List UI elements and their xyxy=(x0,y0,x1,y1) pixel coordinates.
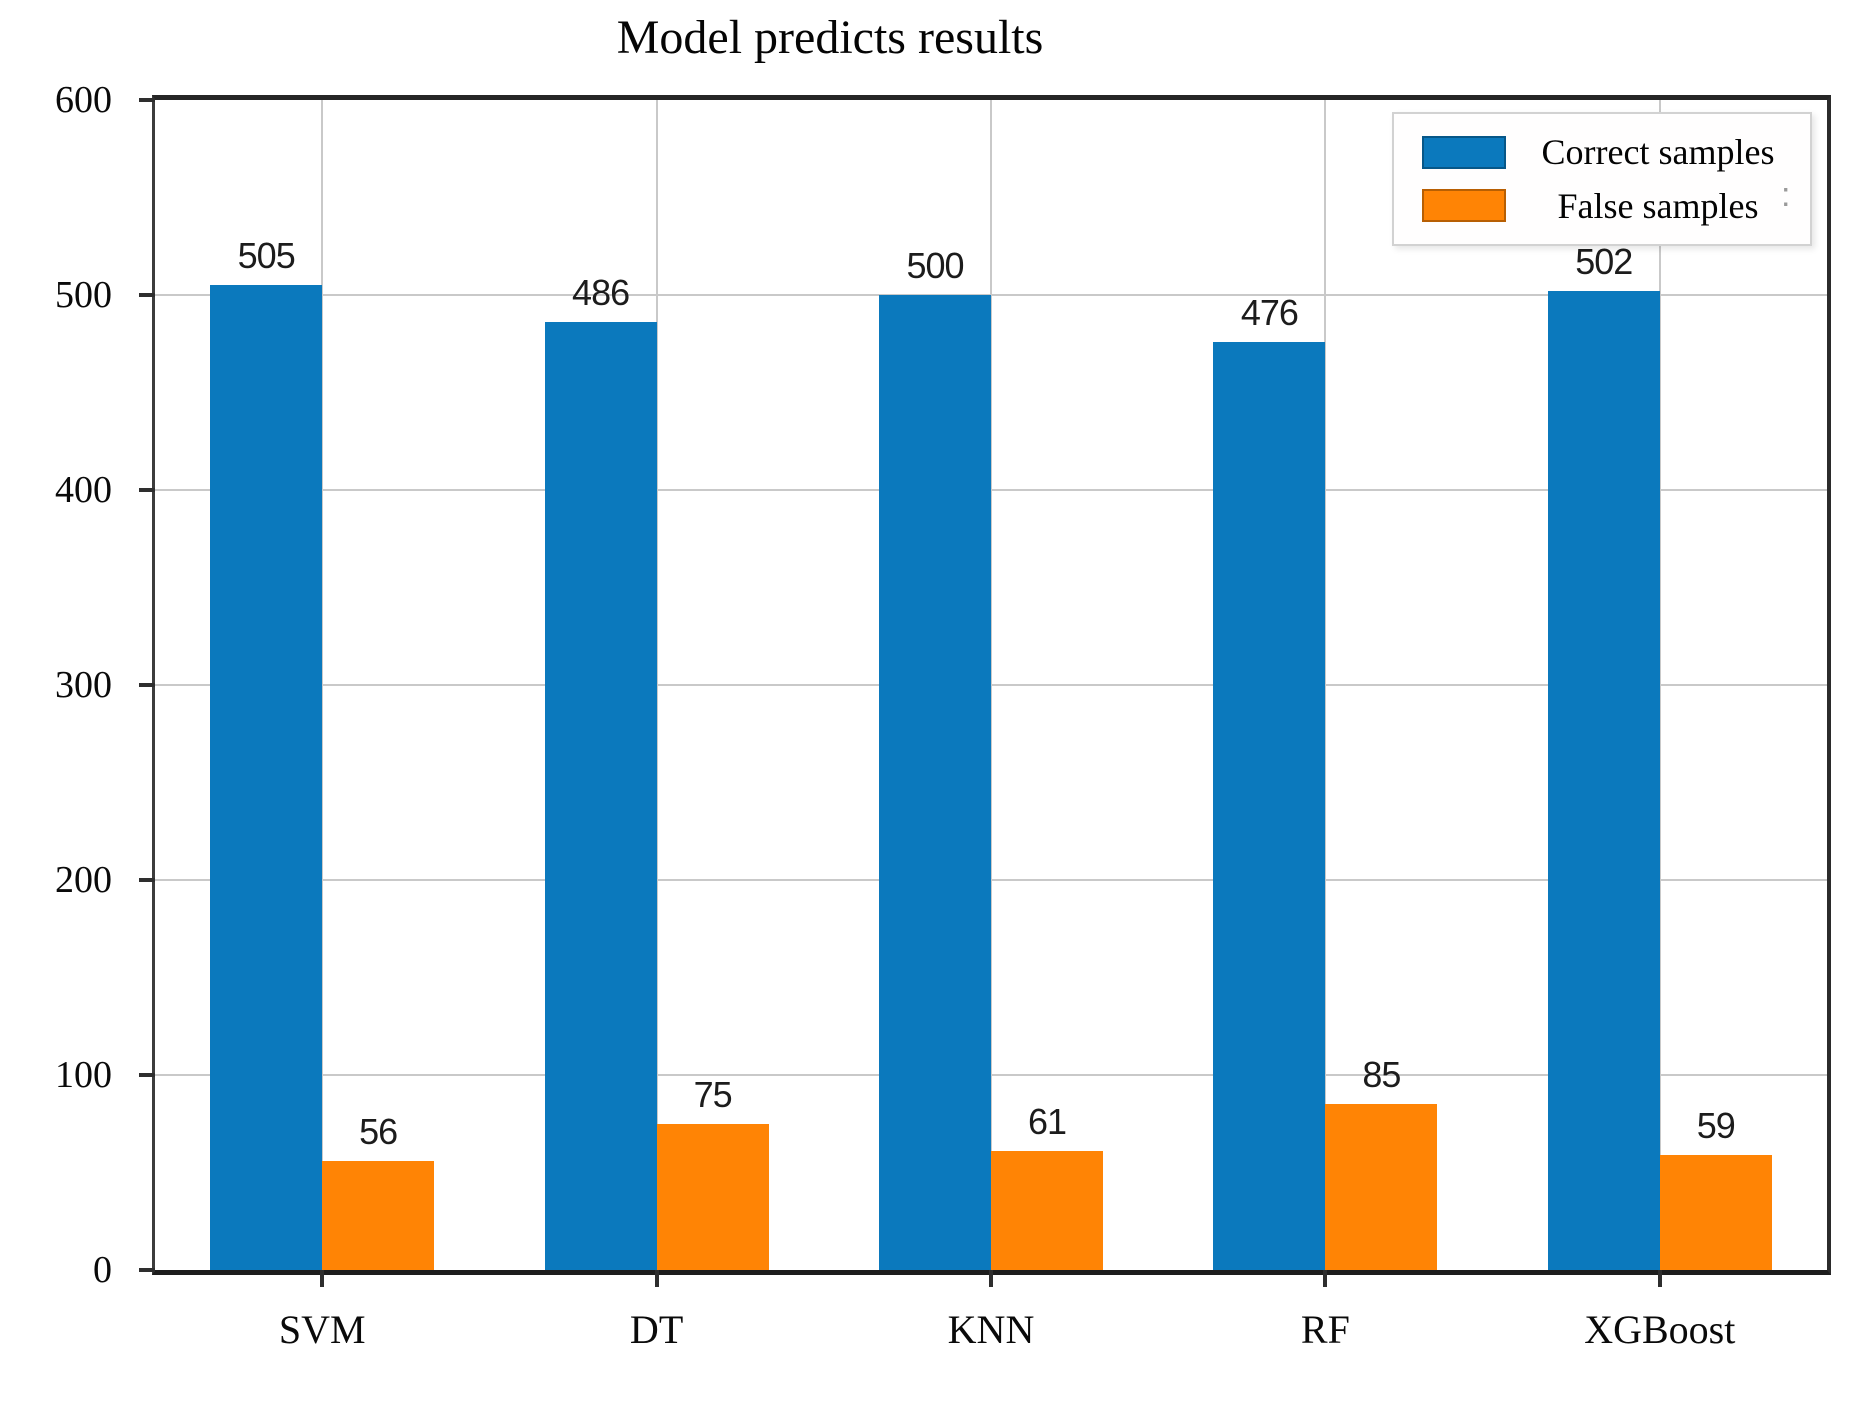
bar-correct-rf xyxy=(1213,341,1326,1270)
bar-value-correct-knn: 500 xyxy=(906,245,964,286)
bar-value-correct-svm: 505 xyxy=(237,235,296,277)
bar-value-correct-rf: 476 xyxy=(1240,291,1299,333)
x-tick-dt xyxy=(654,1270,659,1287)
x-tick-xgboost xyxy=(1657,1270,1662,1287)
legend-swatch-false-samples xyxy=(1422,189,1506,223)
bar-value-correct-xgboost: 502 xyxy=(1575,241,1633,283)
y-tick-label-300: 300 xyxy=(55,664,112,706)
gridline-x-dt xyxy=(655,100,658,1270)
y-tick-600 xyxy=(139,98,155,102)
bar-correct-xgboost xyxy=(1547,291,1660,1270)
x-tick-label-rf: RF xyxy=(1300,1307,1350,1352)
bar-value-false-knn: 61 xyxy=(1027,1101,1067,1143)
bar-false-dt xyxy=(656,1123,769,1270)
x-tick-rf xyxy=(1323,1270,1328,1287)
y-tick-0 xyxy=(139,1268,155,1272)
y-tick-label-500: 500 xyxy=(55,274,112,316)
bar-value-false-xgboost: 59 xyxy=(1696,1104,1736,1146)
gridline-x-knn xyxy=(990,100,992,1270)
bar-value-false-rf: 85 xyxy=(1362,1054,1401,1096)
legend: Correct samples False samples xyxy=(1392,112,1812,246)
y-tick-label-100: 100 xyxy=(55,1054,112,1096)
y-tick-label-200: 200 xyxy=(55,859,112,901)
y-tick-200 xyxy=(139,878,155,882)
legend-item-false-samples: False samples xyxy=(1394,185,1810,227)
bar-value-false-svm: 56 xyxy=(359,1110,398,1152)
chart-title: Model predicts results xyxy=(616,11,1044,64)
legend-artifact-mark: : xyxy=(1781,176,1791,214)
plot-area: 505 56 486 75 500 61 476 85 502 59 Correct sample… xyxy=(152,95,1831,1275)
x-tick-label-svm: SVM xyxy=(278,1307,366,1352)
x-tick-knn xyxy=(989,1270,993,1287)
x-tick-label-xgboost: XGBoost xyxy=(1584,1307,1736,1352)
y-tick-label-0: 0 xyxy=(93,1249,112,1291)
legend-item-correct-samples: Correct samples xyxy=(1394,131,1810,173)
bar-value-correct-dt: 486 xyxy=(572,272,630,314)
gridline-x-xgboost xyxy=(1658,100,1661,1270)
y-tick-100 xyxy=(139,1073,155,1077)
x-tick-svm xyxy=(320,1270,325,1287)
y-tick-400 xyxy=(139,488,155,492)
y-tick-label-400: 400 xyxy=(55,469,112,511)
bar-false-knn xyxy=(991,1151,1103,1270)
bar-correct-knn xyxy=(879,295,991,1270)
legend-label-correct-samples: Correct samples xyxy=(1541,132,1775,173)
bar-correct-svm xyxy=(210,285,323,1270)
bar-correct-dt xyxy=(544,322,657,1270)
legend-label-false-samples: False samples xyxy=(1557,185,1759,226)
bar-false-rf xyxy=(1325,1104,1438,1270)
bar-false-xgboost xyxy=(1659,1154,1772,1270)
gridline-x-svm xyxy=(321,100,324,1270)
y-tick-300 xyxy=(139,683,155,687)
gridline-x-rf xyxy=(1324,100,1327,1270)
bar-false-svm xyxy=(322,1160,435,1270)
legend-swatch-correct-samples xyxy=(1422,135,1506,169)
x-tick-label-dt: DT xyxy=(629,1307,684,1352)
y-tick-label-600: 600 xyxy=(55,79,112,121)
y-tick-500 xyxy=(139,293,155,297)
bar-value-false-dt: 75 xyxy=(693,1073,733,1115)
x-tick-label-knn: KNN xyxy=(947,1307,1035,1352)
